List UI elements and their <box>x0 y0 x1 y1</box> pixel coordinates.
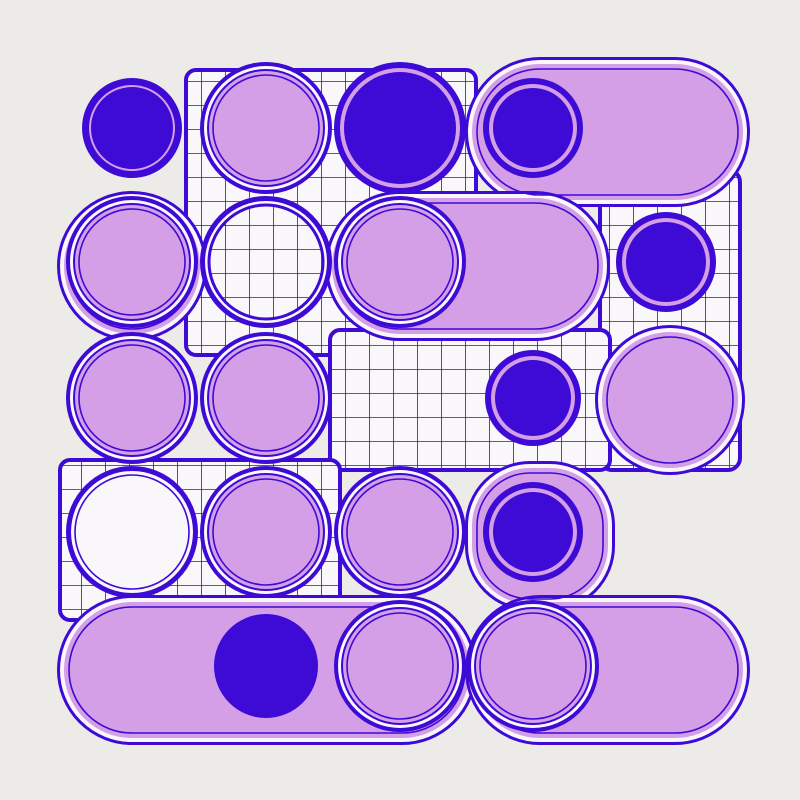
circle-r3-c1 <box>66 332 198 464</box>
circle-r5-c4 <box>467 600 599 732</box>
circle-r3-c4 <box>485 350 581 446</box>
circle-r1-c4 <box>483 78 583 178</box>
circle-r2-c5 <box>616 212 716 312</box>
circle-r2-c2 <box>200 196 332 328</box>
circle-r2-c3 <box>334 196 466 328</box>
pill-row3-right <box>598 328 742 472</box>
circle-r1-c3 <box>334 62 466 194</box>
circle-tiles <box>66 62 716 732</box>
circle-r4-c4 <box>483 482 583 582</box>
dot-top-left <box>82 78 182 178</box>
circle-r3-c2 <box>200 332 332 464</box>
circle-r5-c3 <box>334 600 466 732</box>
circle-r1-c2 <box>200 62 332 194</box>
circle-r4-c1 <box>66 466 198 598</box>
circle-r2-c1 <box>66 196 198 328</box>
circle-r5-c2 <box>214 614 318 718</box>
circle-r4-c3 <box>334 466 466 598</box>
circle-r4-c2 <box>200 466 332 598</box>
